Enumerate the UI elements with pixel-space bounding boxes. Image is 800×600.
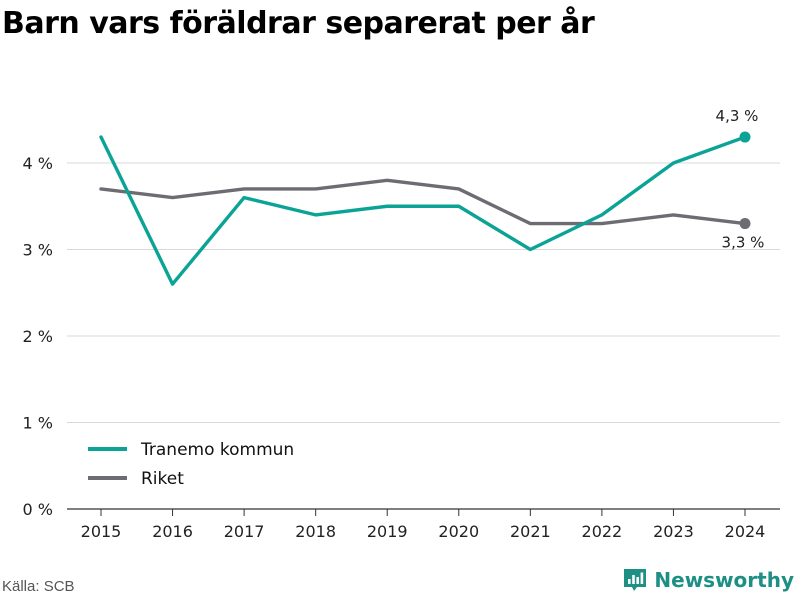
x-tick-label: 2021 — [510, 522, 551, 541]
x-tick-label: 2018 — [295, 522, 336, 541]
x-axis: 2015 2016 2017 2018 2019 2020 2021 2022 2023 2024 — [81, 509, 766, 541]
y-tick-label: 2 % — [23, 327, 53, 346]
series-lines: 4,3 % 3,3 % — [99, 107, 765, 286]
series-line-riket — [99, 178, 747, 226]
y-tick-label: 0 % — [23, 500, 53, 519]
end-label-riket: 3,3 % — [722, 234, 765, 252]
y-tick-label: 3 % — [23, 241, 53, 260]
legend: Tranemo kommun Riket — [88, 440, 294, 489]
y-axis-ticks: 0 % 1 % 2 % 3 % 4 % — [23, 154, 53, 519]
end-point-riket — [739, 218, 751, 230]
x-tick-label: 2024 — [725, 522, 766, 541]
x-tick-label: 2016 — [152, 522, 193, 541]
y-tick-label: 4 % — [23, 154, 53, 173]
series-line-tranemo — [99, 135, 747, 286]
x-tick-label: 2015 — [81, 522, 122, 541]
x-tick-label: 2022 — [582, 522, 623, 541]
end-label-tranemo: 4,3 % — [716, 107, 759, 125]
legend-label: Riket — [141, 469, 184, 489]
x-tick-label: 2023 — [653, 522, 694, 541]
end-point-tranemo — [739, 131, 751, 143]
source-note: Källa: SCB — [2, 578, 75, 595]
x-tick-label: 2020 — [438, 522, 479, 541]
legend-label: Tranemo kommun — [140, 440, 294, 460]
chart-title: Barn vars föräldrar separerat per år — [2, 6, 595, 41]
y-gridlines — [67, 162, 780, 510]
brand[interactable]: Newsworthy — [622, 567, 794, 593]
x-tick-label: 2017 — [224, 522, 265, 541]
y-tick-label: 1 % — [23, 414, 53, 433]
brand-name: Newsworthy — [654, 568, 794, 592]
x-tick-label: 2019 — [367, 522, 408, 541]
newsworthy-logo-icon — [624, 569, 647, 591]
